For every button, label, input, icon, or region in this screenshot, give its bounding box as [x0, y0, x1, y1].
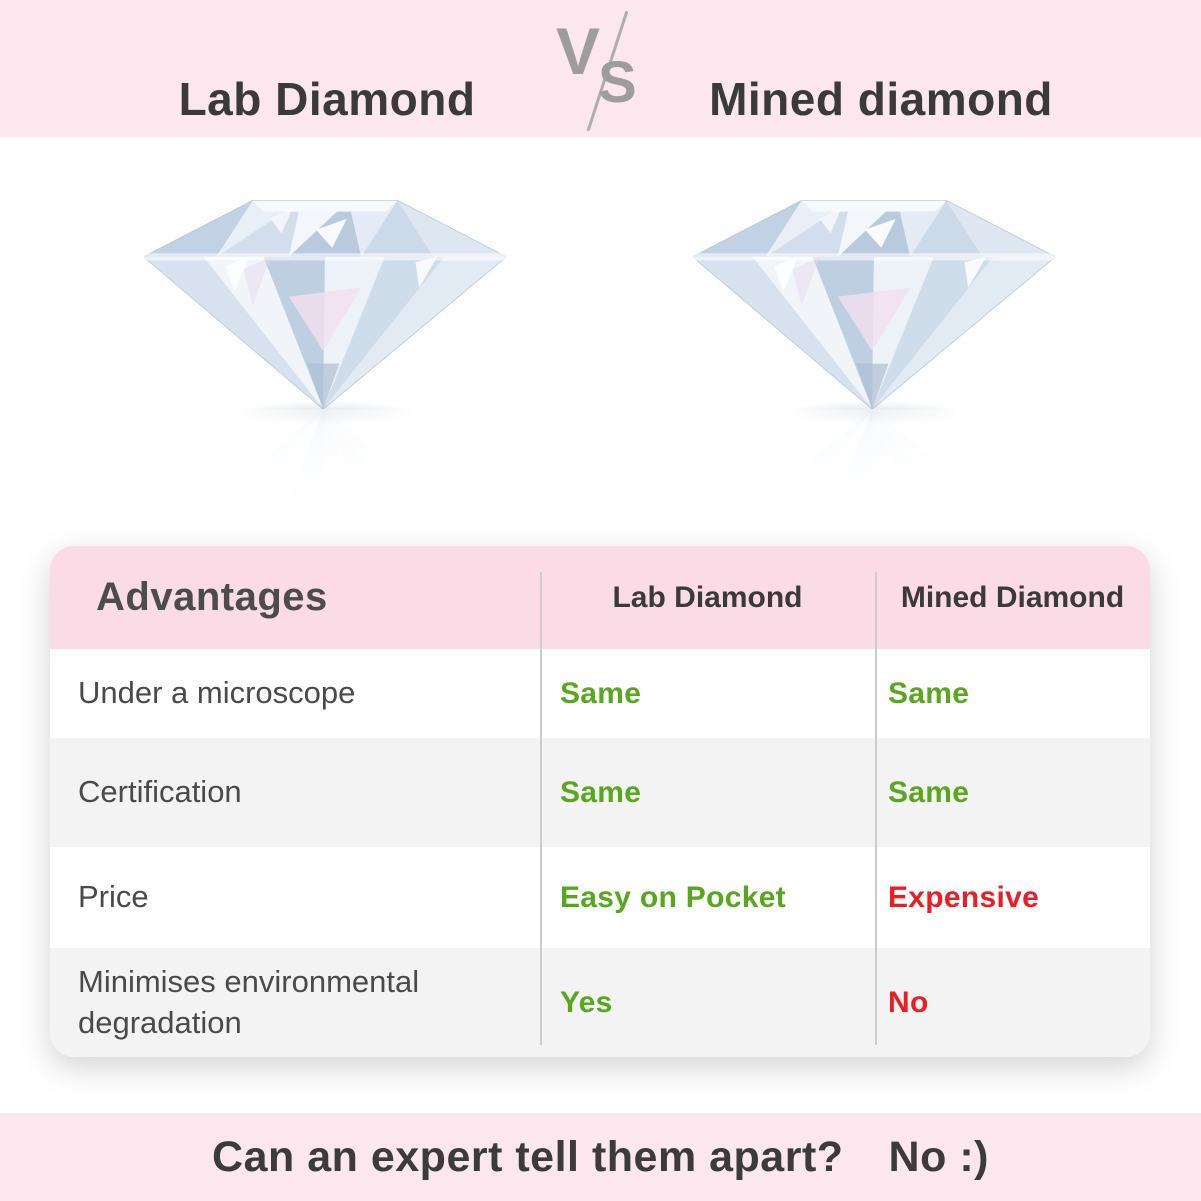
footer-question: Can an expert tell them apart? — [212, 1132, 844, 1181]
comparison-table: Advantages Lab Diamond Mined Diamond Und… — [50, 546, 1150, 1057]
diamond-illustration — [144, 199, 506, 409]
page-title-mined-diamond: Mined diamond — [709, 72, 1053, 125]
column-divider — [875, 572, 877, 1045]
mined-value: Expensive — [888, 880, 1040, 914]
diamond-illustration — [693, 199, 1055, 409]
column-header-advantages: Advantages — [96, 575, 328, 619]
row-label: Minimises environmental degradation — [78, 964, 420, 1040]
mined-value: Same — [888, 676, 970, 710]
column-header-mined-diamond: Mined Diamond — [900, 580, 1125, 614]
footer-answer: No :) — [888, 1132, 989, 1181]
column-header-lab-diamond: Lab Diamond — [612, 580, 803, 614]
vs-letter-v: V — [556, 14, 601, 88]
column-divider — [540, 572, 542, 1045]
lab-value: Same — [560, 775, 642, 809]
table-row: Price Easy on Pocket Expensive — [50, 847, 1150, 948]
row-label: Price — [78, 879, 149, 915]
row-label: Under a microscope — [78, 675, 356, 711]
row-label: Certification — [78, 774, 242, 810]
top-band: Lab Diamond V S Mined diamond — [0, 0, 1201, 137]
table-row: Minimises environmental degradation Yes … — [50, 948, 1150, 1057]
page-title-lab-diamond: Lab Diamond — [178, 72, 476, 125]
bottom-band: Can an expert tell them apart? No :) — [0, 1113, 1201, 1201]
table-row: Under a microscope Same Same — [50, 649, 1150, 738]
table-header-row: Advantages Lab Diamond Mined Diamond — [50, 546, 1150, 649]
vs-mark: V S — [556, 6, 650, 136]
table-row: Certification Same Same — [50, 738, 1150, 847]
diamond-reflection — [693, 410, 1055, 522]
lab-value: Yes — [560, 985, 613, 1019]
mined-diamond-image — [693, 197, 1055, 527]
mined-value: Same — [888, 775, 970, 809]
lab-value: Easy on Pocket — [560, 880, 786, 914]
lab-diamond-image — [144, 197, 506, 527]
mined-value: No — [888, 985, 929, 1019]
lab-value: Same — [560, 676, 642, 710]
diamond-reflection — [144, 410, 506, 522]
vs-letter-s: S — [598, 50, 637, 115]
